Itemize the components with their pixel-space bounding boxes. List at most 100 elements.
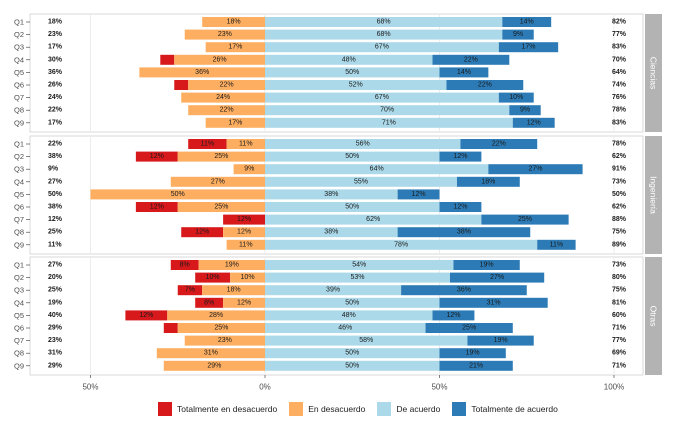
- data-label-ta: 14%: [520, 19, 534, 26]
- x-tick-label: 100%: [604, 383, 624, 392]
- total-negative: 27%: [48, 178, 63, 185]
- bar-totalmente-acuerdo: [456, 176, 520, 187]
- total-negative: 17%: [48, 44, 63, 51]
- bar-totalmente-acuerdo: [432, 310, 475, 321]
- total-positive: 73%: [612, 178, 627, 185]
- data-label-d: 19%: [225, 262, 239, 269]
- bar-totalmente-desacuerdo: [195, 297, 224, 308]
- total-positive: 75%: [612, 287, 627, 294]
- bar-totalmente-acuerdo: [425, 323, 513, 333]
- legend-swatch-a: [377, 402, 392, 416]
- y-tick-label: Q6: [14, 81, 24, 90]
- total-positive: 91%: [612, 166, 627, 173]
- total-negative: 26%: [48, 82, 63, 89]
- data-label-td: 12%: [150, 204, 164, 211]
- total-negative: 18%: [48, 19, 63, 26]
- bar-de-acuerdo: [265, 335, 468, 346]
- data-label-td: 8%: [204, 299, 214, 306]
- bar-de-acuerdo: [265, 285, 402, 296]
- bar-de-acuerdo: [265, 297, 440, 308]
- data-label-a: 67%: [375, 44, 389, 51]
- bar-totalmente-acuerdo: [498, 92, 534, 103]
- bar-totalmente-acuerdo: [502, 17, 552, 27]
- bar-totalmente-acuerdo: [512, 117, 555, 128]
- data-label-d: 27%: [211, 178, 225, 185]
- bar-desacuerdo: [202, 17, 265, 27]
- y-tick-label: Q1: [14, 18, 24, 27]
- total-negative: 23%: [48, 31, 63, 38]
- bar-totalmente-acuerdo: [502, 29, 534, 40]
- data-label-d: 29%: [207, 362, 221, 369]
- panel-strip-label: Ciencias: [649, 57, 659, 90]
- bar-de-acuerdo: [265, 17, 503, 27]
- bar-de-acuerdo: [265, 164, 489, 175]
- y-tick-label: Q5: [14, 190, 24, 199]
- data-label-a: 70%: [380, 107, 394, 114]
- y-tick-label: Q9: [14, 118, 24, 127]
- bar-de-acuerdo: [265, 42, 499, 53]
- bar-totalmente-desacuerdo: [223, 214, 265, 225]
- data-label-a: 68%: [377, 31, 391, 38]
- total-positive: 83%: [612, 119, 627, 126]
- total-negative: 38%: [48, 153, 63, 160]
- total-positive: 89%: [612, 241, 627, 248]
- bar-desacuerdo: [174, 54, 265, 65]
- total-negative: 11%: [48, 241, 62, 248]
- y-tick-label: Q5: [14, 311, 24, 320]
- data-label-d: 25%: [214, 153, 228, 160]
- bar-desacuerdo: [167, 310, 265, 321]
- data-label-a: 58%: [359, 337, 373, 344]
- data-label-d: 23%: [218, 31, 232, 38]
- bar-desacuerdo: [139, 67, 265, 78]
- data-label-ta: 18%: [481, 178, 495, 185]
- total-negative: 25%: [48, 287, 63, 294]
- total-negative: 12%: [48, 216, 63, 223]
- data-label-a: 50%: [345, 153, 359, 160]
- data-label-d: 25%: [214, 325, 228, 332]
- legend-swatch-d: [289, 402, 304, 416]
- total-positive: 70%: [612, 56, 627, 63]
- bar-totalmente-desacuerdo: [160, 54, 175, 65]
- data-label-td: 12%: [195, 229, 209, 236]
- bar-de-acuerdo: [265, 105, 510, 116]
- bar-totalmente-acuerdo: [453, 260, 520, 270]
- total-negative: 27%: [48, 262, 63, 269]
- data-label-d: 25%: [214, 204, 228, 211]
- bar-totalmente-acuerdo: [498, 42, 559, 53]
- total-negative: 30%: [48, 56, 63, 63]
- data-label-a: 55%: [354, 178, 368, 185]
- data-label-d: 10%: [241, 274, 255, 281]
- total-negative: 22%: [48, 107, 63, 114]
- bar-de-acuerdo: [265, 323, 426, 333]
- panel-strip: [645, 136, 662, 254]
- total-positive: 77%: [612, 31, 627, 38]
- bar-desacuerdo: [205, 42, 265, 53]
- bar-desacuerdo: [170, 176, 265, 187]
- total-positive: 88%: [612, 216, 627, 223]
- total-positive: 82%: [612, 19, 627, 26]
- bar-totalmente-acuerdo: [460, 139, 538, 149]
- bar-desacuerdo: [181, 92, 265, 103]
- data-label-a: 38%: [324, 229, 338, 236]
- total-negative: 31%: [48, 350, 63, 357]
- data-label-ta: 19%: [480, 262, 494, 269]
- data-label-a: 48%: [342, 56, 356, 63]
- data-label-ta: 38%: [457, 229, 471, 236]
- bar-de-acuerdo: [265, 272, 450, 283]
- total-positive: 50%: [612, 191, 627, 198]
- bar-totalmente-desacuerdo: [174, 80, 189, 90]
- data-label-d: 17%: [228, 44, 242, 51]
- y-tick-label: Q1: [14, 140, 24, 149]
- bar-desacuerdo: [223, 297, 265, 308]
- total-negative: 17%: [48, 119, 63, 126]
- bar-de-acuerdo: [265, 29, 503, 40]
- legend: Totalmente en desacuerdo En desacuerdo D…: [158, 401, 570, 417]
- y-tick-label: Q2: [14, 30, 24, 39]
- data-label-ta: 11%: [550, 241, 564, 248]
- data-label-td: 12%: [150, 153, 164, 160]
- data-label-d: 22%: [220, 107, 234, 114]
- bar-de-acuerdo: [265, 80, 447, 90]
- data-label-d: 26%: [213, 56, 227, 63]
- bar-totalmente-acuerdo: [439, 151, 482, 162]
- data-label-ta: 21%: [469, 362, 483, 369]
